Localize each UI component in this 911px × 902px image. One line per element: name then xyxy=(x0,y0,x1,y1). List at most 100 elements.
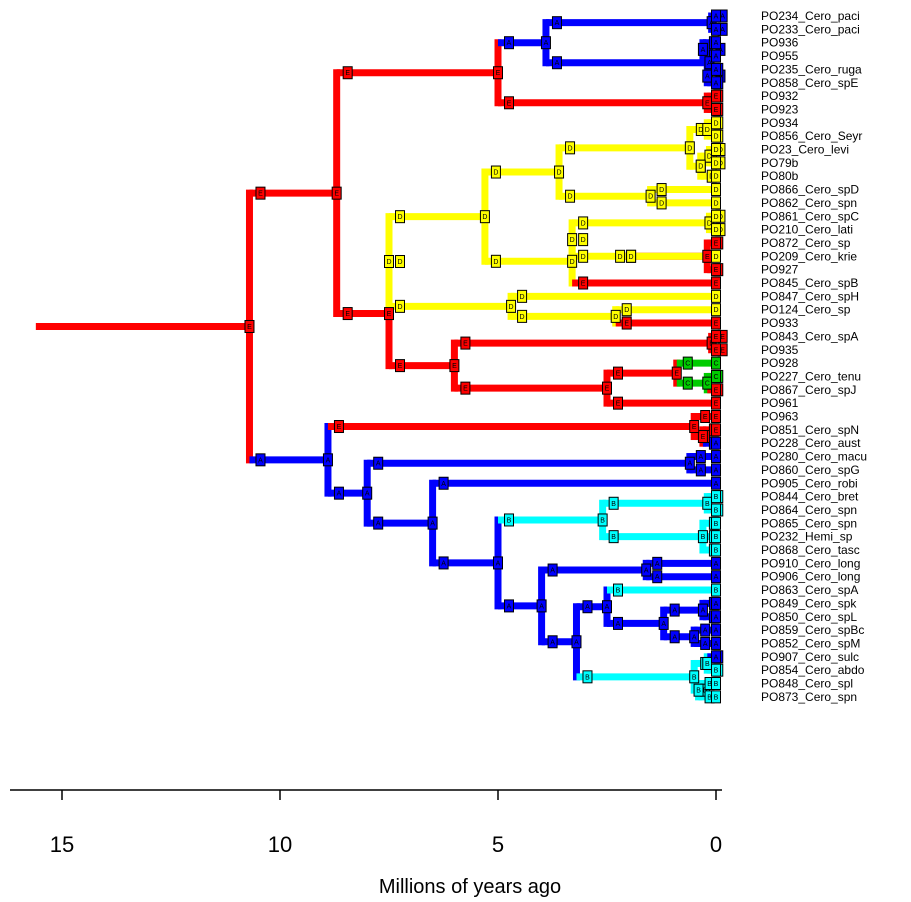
branch-state-marker-letter: D xyxy=(397,259,402,266)
branch-state-marker-letter: B xyxy=(507,517,512,524)
node-state-marker-letter: D xyxy=(570,259,575,266)
branch-state-marker xyxy=(333,486,344,500)
tip-label: PO907_Cero_sulc xyxy=(761,650,859,664)
tip-label: PO905_Cero_robi xyxy=(761,476,858,490)
tip-state-marker xyxy=(711,650,721,664)
node-state-marker-letter: E xyxy=(705,100,710,107)
branch-state-marker xyxy=(613,583,623,597)
node-state-marker xyxy=(554,165,565,179)
tip-state-marker-letter: B xyxy=(714,521,719,528)
tip-label: PO927 xyxy=(761,263,799,277)
axis-tick-label: 10 xyxy=(268,832,292,857)
branch-state-marker-letter: B xyxy=(707,694,712,701)
tip-state-marker xyxy=(711,22,721,36)
node-state-marker xyxy=(697,430,708,444)
tip-label: PO928 xyxy=(761,356,799,370)
tip-label: PO933 xyxy=(761,316,799,330)
branch-state-marker xyxy=(695,450,706,464)
branch-state-marker-letter: A xyxy=(699,467,704,474)
tip-state-marker xyxy=(711,289,721,303)
branch-state-marker xyxy=(342,66,353,80)
node-state-marker xyxy=(697,530,708,544)
node-state-marker-letter: A xyxy=(605,604,610,611)
branch-state-marker-letter: A xyxy=(585,604,590,611)
tip-label: PO79b xyxy=(761,156,799,170)
branch-state-marker-letter: D xyxy=(568,194,573,201)
branch-state-marker xyxy=(578,276,589,290)
tip-state-marker-letter: B xyxy=(714,507,719,514)
node-state-marker-letter: A xyxy=(544,40,549,47)
node-state-marker-letter: A xyxy=(701,608,706,615)
branch-state-marker xyxy=(613,366,623,380)
branch-state-marker-letter: D xyxy=(581,254,586,261)
branch-state-marker-letter: E xyxy=(258,191,263,198)
branch-state-marker xyxy=(490,165,501,179)
node-state-marker xyxy=(536,599,547,613)
node-state-marker xyxy=(689,630,700,644)
node-state-marker xyxy=(697,42,708,56)
branch-state-marker xyxy=(578,249,589,263)
node-state-marker xyxy=(702,376,713,390)
node-state-marker xyxy=(427,516,438,530)
tip-state-marker xyxy=(711,49,721,63)
tip-state-marker xyxy=(711,636,721,650)
node-state-marker xyxy=(689,670,700,684)
tip-state-marker-letter: B xyxy=(714,668,719,675)
tip-label: PO23_Cero_levi xyxy=(761,143,849,157)
node-state-marker-letter: B xyxy=(705,661,710,668)
branch-state-marker-letter: C xyxy=(685,361,690,368)
branch-state-marker xyxy=(652,570,663,584)
branch-state-marker-letter: A xyxy=(337,491,342,498)
tip-label: PO228_Cero_aust xyxy=(761,436,861,450)
node-state-marker xyxy=(493,556,503,570)
tip-state-marker xyxy=(711,263,721,277)
branch-state-marker xyxy=(517,309,528,323)
branch-state-marker-letter: A xyxy=(703,641,708,648)
tip-state-marker xyxy=(711,223,721,237)
axis-title: Millions of years ago xyxy=(379,876,561,898)
tip-state-marker-letter: D xyxy=(713,147,718,154)
node-state-marker xyxy=(704,56,715,70)
node-state-marker-letter: A xyxy=(707,60,712,67)
node-state-marker-letter: E xyxy=(334,191,339,198)
branch-state-marker-letter: A xyxy=(616,621,621,628)
node-state-marker xyxy=(695,159,706,173)
tip-state-marker xyxy=(711,436,721,450)
tip-state-marker-letter: A xyxy=(714,14,719,21)
branch-state-marker-letter: E xyxy=(624,321,629,328)
tip-state-marker xyxy=(711,236,721,250)
tip-label: PO868_Cero_tasc xyxy=(761,543,860,557)
tip-label: PO861_Cero_spC xyxy=(761,209,859,223)
tip-state-marker xyxy=(711,169,721,183)
tip-label: PO854_Cero_abdo xyxy=(761,663,865,677)
branch-state-marker-letter: E xyxy=(616,401,621,408)
node-state-marker-letter: D xyxy=(557,170,562,177)
node-state-marker xyxy=(702,496,713,510)
tip-state-marker-letter: A xyxy=(714,27,719,34)
tip-state-marker-letter: A xyxy=(714,481,719,488)
tip-label: PO858_Cero_spE xyxy=(761,76,858,90)
branch-state-marker xyxy=(333,420,344,434)
node-state-marker-letter: D xyxy=(705,127,710,134)
tip-label: PO227_Cero_tenu xyxy=(761,369,861,383)
branch-state-marker xyxy=(565,189,576,203)
branch-state-marker xyxy=(395,210,405,224)
node-state-marker-letter: E xyxy=(452,363,457,370)
branch-state-marker xyxy=(551,56,562,70)
tip-state-marker-letter: B xyxy=(714,588,719,595)
branch-state-marker-letter: D xyxy=(659,200,664,207)
tip-state-marker-letter: E xyxy=(714,321,719,328)
branch-state-marker-letter: E xyxy=(703,414,708,421)
branch-state-marker-letter: E xyxy=(616,371,621,378)
tip-state-marker xyxy=(711,369,721,383)
tip-state-marker xyxy=(711,530,721,544)
tip-label: PO863_Cero_spA xyxy=(761,583,858,597)
branch-state-marker-letter: A xyxy=(507,603,512,610)
tip-state-marker-letter: D xyxy=(713,294,718,301)
tip-state-marker-letter: B xyxy=(714,494,719,501)
node-state-marker xyxy=(697,603,708,617)
node-state-marker-letter: A xyxy=(574,639,579,646)
branch-state-marker xyxy=(517,289,528,303)
branch-state-marker-letter: B xyxy=(611,534,616,541)
node-state-marker-letter: A xyxy=(644,568,649,575)
